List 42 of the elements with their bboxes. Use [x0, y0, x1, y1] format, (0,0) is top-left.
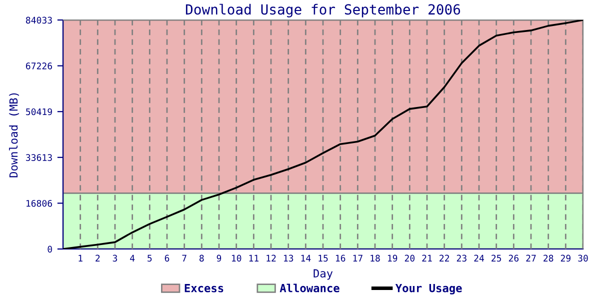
chart-title: Download Usage for September 2006	[186, 4, 460, 18]
x-tick-label: 15	[318, 254, 328, 262]
y-tick-label: 84033	[26, 16, 52, 24]
y-tick-label: 0	[48, 246, 52, 253]
x-tick-label: 18	[370, 254, 380, 262]
legend-label: Excess	[184, 284, 224, 292]
x-axis-title: Day	[314, 269, 333, 280]
y-tick-label: 16806	[26, 200, 52, 207]
x-tick-label: 12	[266, 254, 276, 262]
y-tick-label: 67226	[26, 62, 52, 70]
x-tick-label: 22	[440, 254, 449, 262]
x-tick-label: 24	[474, 254, 484, 262]
x-tick-label: 29	[560, 254, 570, 262]
x-tick-label: 7	[182, 254, 186, 262]
x-tick-label: 3	[112, 254, 118, 262]
x-tick-label: 26	[508, 254, 519, 262]
x-tick-label: 9	[216, 254, 222, 262]
x-tick-label: 27	[526, 254, 536, 262]
x-tick-label: 19	[388, 254, 398, 262]
y-axis-title: Download (MB)	[9, 93, 20, 178]
x-tick-label: 4	[130, 254, 135, 262]
x-tick-label: 23	[456, 254, 466, 262]
y-tick-label: 50419	[26, 108, 52, 116]
x-tick-label: 2	[96, 254, 100, 262]
x-tick-label: 17	[353, 254, 362, 262]
x-tick-label: 13	[284, 254, 294, 262]
x-tick-label: 30	[578, 254, 588, 262]
x-tick-label: 16	[336, 254, 346, 262]
legend-label: Your Usage	[395, 284, 462, 294]
x-tick-label: 20	[404, 254, 415, 262]
x-tick-label: 5	[148, 254, 152, 262]
x-tick-label: 28	[544, 254, 554, 262]
x-tick-label: 6	[164, 254, 170, 262]
x-tick-label: 11	[249, 254, 258, 262]
y-tick-label: 33613	[26, 154, 52, 161]
legend-label: Allowance	[280, 284, 340, 292]
x-tick-label: 8	[200, 254, 204, 262]
x-tick-label: 25	[492, 254, 502, 262]
x-tick-label: 10	[232, 254, 242, 262]
x-tick-label: 21	[422, 254, 432, 262]
x-tick-label: 1	[78, 254, 82, 262]
x-tick-label: 14	[301, 254, 311, 262]
